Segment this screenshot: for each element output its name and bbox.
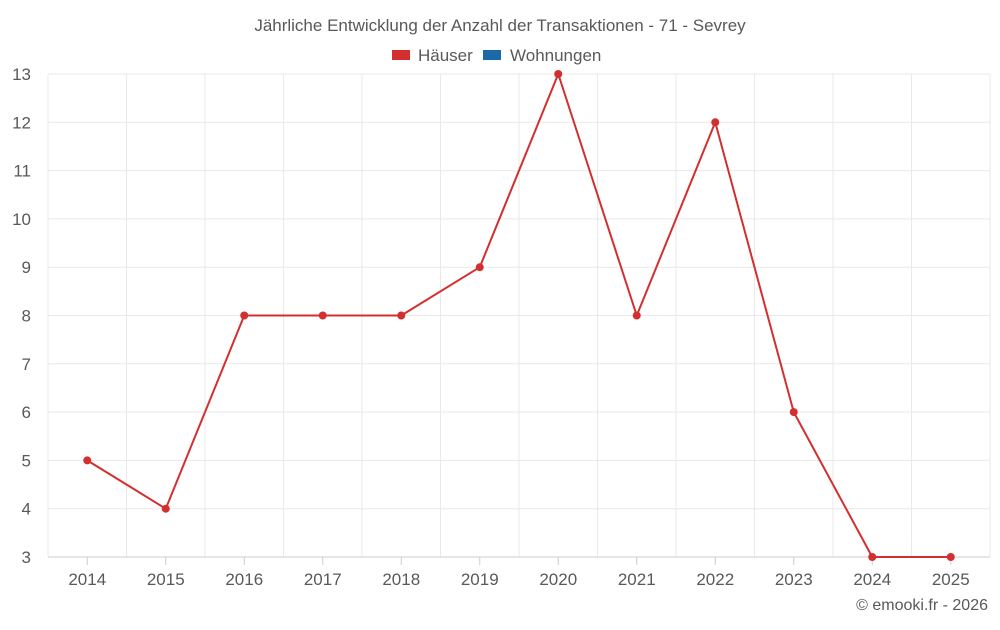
y-tick-label: 13 — [12, 65, 31, 84]
legend-label-wohnungen: Wohnungen — [510, 46, 601, 65]
legend-swatch-haeuser — [392, 50, 410, 60]
x-tick-label: 2015 — [147, 570, 185, 589]
credit-text: © emooki.fr - 2026 — [856, 597, 988, 614]
legend-item-haeuser[interactable]: Häuser — [392, 46, 473, 65]
x-tick-label: 2021 — [618, 570, 656, 589]
x-tick-label: 2014 — [68, 570, 106, 589]
data-point[interactable] — [240, 311, 249, 320]
data-point[interactable] — [397, 311, 406, 320]
x-tick-label: 2016 — [225, 570, 263, 589]
legend-swatch-wohnungen — [483, 50, 501, 60]
x-tick-label: 2019 — [461, 570, 499, 589]
y-tick-label: 10 — [12, 210, 31, 229]
legend-item-wohnungen[interactable]: Wohnungen — [483, 46, 601, 65]
x-tick-label: 2020 — [539, 570, 577, 589]
data-point[interactable] — [161, 504, 170, 513]
y-axis: 3 4 5 6 7 8 9 10 11 12 13 — [12, 65, 31, 567]
x-tick-label: 2024 — [853, 570, 891, 589]
y-tick-label: 12 — [12, 113, 31, 132]
data-point[interactable] — [475, 263, 484, 272]
data-point[interactable] — [83, 456, 92, 465]
chart-title: Jährliche Entwicklung der Anzahl der Tra… — [254, 16, 746, 35]
series-line-0 — [86, 73, 951, 558]
x-axis: 2014 2015 2016 2017 2018 2019 2020 2021 2022 2023… — [48, 556, 990, 589]
data-point[interactable] — [946, 553, 955, 561]
y-tick-label: 11 — [13, 162, 31, 181]
y-tick-label: 3 — [22, 548, 31, 567]
data-point[interactable] — [632, 311, 641, 320]
grid — [47, 73, 991, 557]
x-tick-label: 2018 — [382, 570, 420, 589]
y-tick-label: 5 — [22, 451, 31, 470]
data-point[interactable] — [789, 408, 798, 417]
x-tick-label: 2023 — [775, 570, 813, 589]
y-tick-label: 7 — [22, 355, 31, 374]
x-tick-label: 2017 — [304, 570, 342, 589]
data-point[interactable] — [318, 311, 327, 320]
legend: Häuser Wohnungen — [392, 46, 601, 65]
y-tick-label: 9 — [22, 258, 31, 277]
series-haeuser — [83, 70, 955, 561]
data-point[interactable] — [711, 118, 720, 127]
data-point[interactable] — [554, 70, 563, 78]
x-tick-label: 2022 — [696, 570, 734, 589]
x-tick-label: 2025 — [932, 570, 970, 589]
y-tick-label: 6 — [22, 403, 31, 422]
y-tick-label: 8 — [22, 307, 31, 326]
legend-label-haeuser: Häuser — [418, 46, 473, 65]
y-tick-label: 4 — [22, 500, 31, 519]
data-point[interactable] — [868, 553, 877, 561]
